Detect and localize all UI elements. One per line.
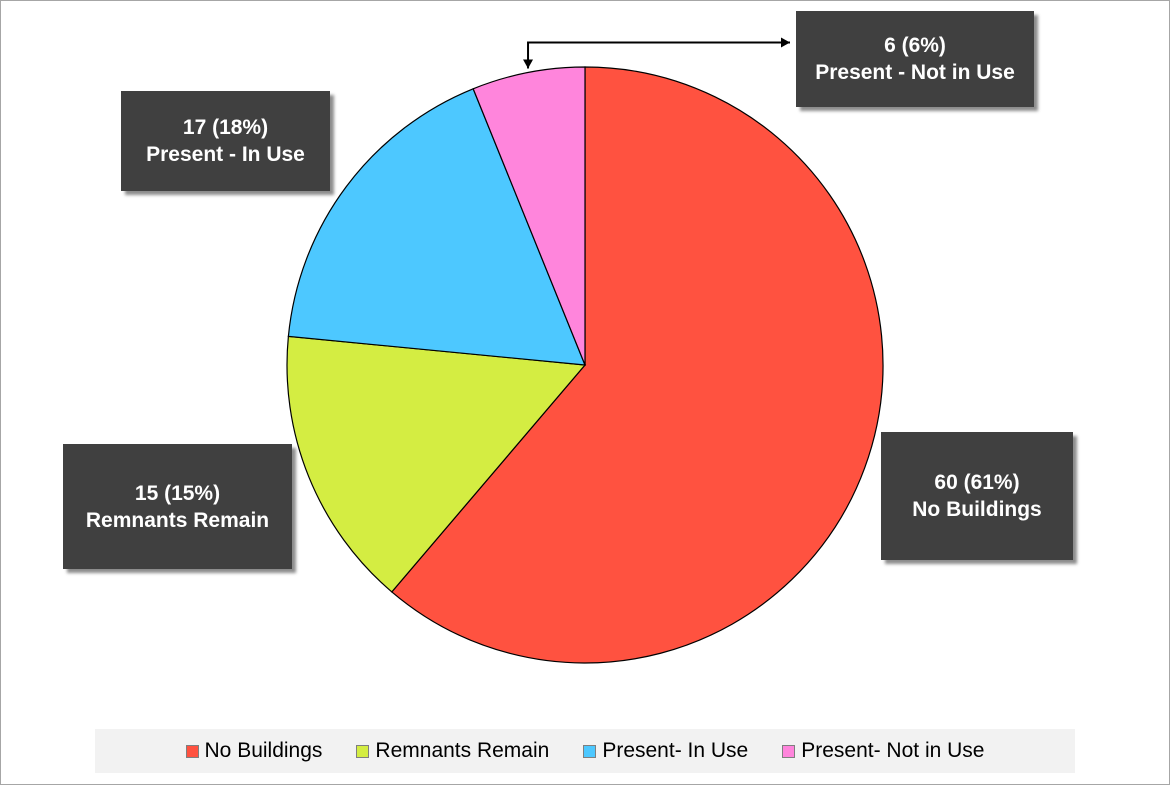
leader-arrowhead <box>523 59 534 69</box>
legend-swatch <box>782 744 796 758</box>
legend-swatch <box>185 744 199 758</box>
data-label-value: 17 (18%) <box>182 116 269 139</box>
chart-legend: No Buildings Remnants Remain Present- In… <box>95 729 1075 773</box>
legend-item-present-in-use[interactable]: Present- In Use <box>583 739 748 763</box>
leader-lines <box>523 37 790 69</box>
data-label-no-buildings: 60 (61%) No Buildings <box>881 432 1073 560</box>
leader-arrowhead <box>781 37 790 48</box>
data-label-value: 15 (15%) <box>134 481 221 505</box>
data-label-remnants-remain: 15 (15%) Remnants Remain <box>63 444 292 569</box>
data-label-name: Remnants Remain <box>85 508 270 532</box>
data-label-value: 60 (61%) <box>934 471 1020 494</box>
pie-slice-present-in-use[interactable] <box>287 87 586 366</box>
legend-item-remnants-remain[interactable]: Remnants Remain <box>356 739 549 763</box>
pie-slice-no-buildings[interactable] <box>390 66 884 664</box>
data-label-present-not-in-use: 6 (6%) Present - Not in Use <box>796 11 1034 107</box>
data-label-name: Present - In Use <box>146 143 305 166</box>
legend-label: No Buildings <box>204 739 323 762</box>
data-label-value: 6 (6%) <box>884 34 946 57</box>
pie-slice-remnants-remain[interactable] <box>286 335 587 593</box>
legend-item-no-buildings[interactable]: No Buildings <box>185 739 323 763</box>
legend-swatch <box>356 744 370 758</box>
legend-label: Present- In Use <box>602 739 749 762</box>
legend-item-present-not-in-use[interactable]: Present- Not in Use <box>782 739 984 763</box>
legend-swatch <box>583 744 597 758</box>
data-label-name: No Buildings <box>912 498 1042 521</box>
leader-line <box>527 41 790 69</box>
legend-label: Remnants Remain <box>375 739 550 762</box>
legend-label: Present- Not in Use <box>801 739 985 762</box>
data-label-present-in-use: 17 (18%) Present - In Use <box>121 91 330 191</box>
pie-slice-present-not-in-use[interactable] <box>472 66 586 366</box>
pie-slices <box>286 66 884 664</box>
data-label-name: Present - Not in Use <box>815 61 1015 84</box>
